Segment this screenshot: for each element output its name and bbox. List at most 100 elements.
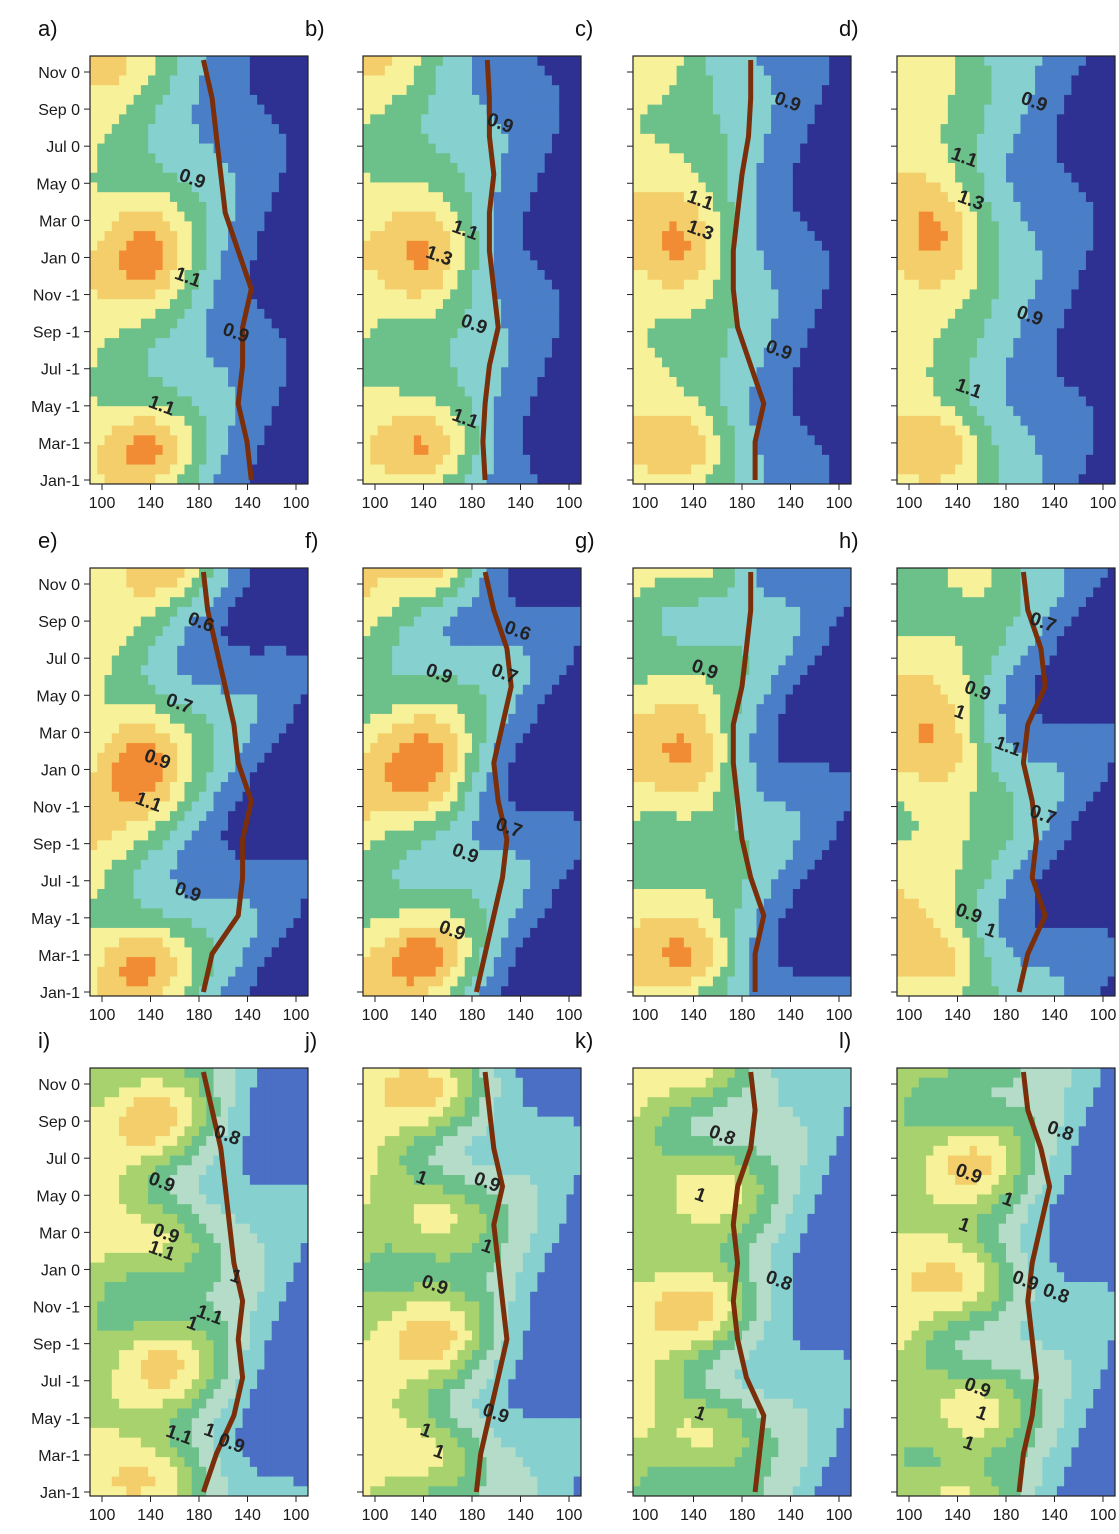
x-tick-label: 100: [362, 495, 389, 512]
panel-title: a): [38, 16, 58, 41]
x-tick-label: 100: [826, 495, 853, 512]
y-tick-label: Jul -1: [41, 1374, 80, 1391]
x-tick-label: 100: [556, 1007, 583, 1024]
x-tick-label: 140: [410, 1507, 437, 1524]
x-tick-label: 140: [507, 1507, 534, 1524]
x-tick-label: 140: [1041, 1507, 1068, 1524]
panel-title: f): [305, 528, 318, 553]
x-tick-label: 100: [283, 1007, 310, 1024]
y-tick-label: Nov 0: [38, 1077, 80, 1094]
x-tick-label: 100: [896, 495, 923, 512]
y-tick-label: May -1: [31, 1411, 80, 1428]
x-tick-label: 100: [89, 1507, 116, 1524]
y-tick-label: Sep 0: [38, 614, 80, 631]
x-tick-label: 140: [944, 1007, 971, 1024]
y-tick-label: Sep 0: [38, 102, 80, 119]
heatmap-cells: [90, 568, 308, 996]
boundary-line: [1016, 1071, 1053, 1493]
boundary-line: [730, 1071, 767, 1493]
x-tick-label: 140: [234, 1507, 261, 1524]
x-tick-label: 180: [459, 1007, 486, 1024]
panel-title: g): [575, 528, 595, 553]
x-tick-label: 100: [896, 1007, 923, 1024]
heatmap-cells: [363, 568, 581, 996]
y-tick-label: May 0: [36, 176, 80, 193]
x-tick-label: 180: [993, 1507, 1020, 1524]
panel-title: l): [839, 1028, 851, 1053]
y-tick-label: Nov -1: [33, 800, 80, 817]
x-tick-label: 100: [556, 1507, 583, 1524]
panel-i: i) Nov 0 Sep 0 Jul 0 May 0 Mar 0 Jan 0 Nov -1 Se…: [31, 1028, 309, 1524]
y-tick-label: May -1: [31, 911, 80, 928]
y-tick-label: Jan 0: [41, 762, 80, 779]
x-tick-label: 100: [632, 495, 659, 512]
y-tick-label: Mar 0: [39, 213, 80, 230]
y-tick-label: Jan-1: [40, 985, 80, 1002]
x-tick-label: 100: [826, 1007, 853, 1024]
x-tick-label: 140: [777, 495, 804, 512]
y-tick-label: Nov 0: [38, 577, 80, 594]
x-tick-label: 100: [632, 1507, 659, 1524]
x-tick-label: 140: [680, 495, 707, 512]
heatmap-cells: [363, 56, 581, 484]
y-tick-label: Jul 0: [46, 139, 80, 156]
x-tick-label: 180: [459, 495, 486, 512]
x-tick-label: 180: [459, 1507, 486, 1524]
y-tick-label: Jan 0: [41, 1262, 80, 1279]
y-tick-label: Jul 0: [46, 1151, 80, 1168]
panel-e: e) Nov 0 Sep 0 Jul 0 May 0 Mar 0 Jan 0 Nov -1 Se…: [31, 528, 309, 1024]
x-tick-label: 100: [632, 1007, 659, 1024]
heatmap-cells: [363, 1068, 581, 1496]
x-tick-label: 140: [944, 495, 971, 512]
y-tick-label: Nov -1: [33, 288, 80, 305]
x-tick-label: 100: [89, 1007, 116, 1024]
boundary-line: [480, 59, 501, 481]
x-tick-label: 100: [283, 1507, 310, 1524]
x-tick-label: 140: [507, 1007, 534, 1024]
y-tick-label: Jul 0: [46, 651, 80, 668]
panel-title: h): [839, 528, 859, 553]
boundary-line: [473, 571, 514, 993]
y-tick-label: Nov -1: [33, 1300, 80, 1317]
y-tick-label: Sep -1: [33, 837, 80, 854]
x-tick-label: 140: [137, 1507, 164, 1524]
y-tick-label: Jan-1: [40, 473, 80, 490]
boundary-line: [200, 59, 254, 481]
x-tick-label: 180: [729, 495, 756, 512]
heatmap-cells: [633, 568, 851, 996]
boundary-line: [200, 571, 254, 993]
y-tick-label: Mar 0: [39, 1225, 80, 1242]
panel-title: d): [839, 16, 859, 41]
panel-title: i): [38, 1028, 50, 1053]
y-tick-label: Mar-1: [38, 1448, 80, 1465]
panel-title: e): [38, 528, 58, 553]
x-tick-label: 140: [680, 1007, 707, 1024]
y-tick-label: May -1: [31, 399, 80, 416]
x-tick-label: 100: [362, 1507, 389, 1524]
x-tick-label: 140: [680, 1507, 707, 1524]
x-tick-label: 140: [137, 495, 164, 512]
x-tick-label: 100: [826, 1507, 853, 1524]
x-tick-label: 140: [234, 1007, 261, 1024]
x-tick-label: 140: [410, 1007, 437, 1024]
x-tick-label: 180: [729, 1007, 756, 1024]
x-tick-label: 100: [89, 495, 116, 512]
x-tick-label: 180: [729, 1507, 756, 1524]
x-tick-label: 140: [234, 495, 261, 512]
heatmap-cells: [633, 56, 851, 484]
x-tick-label: 100: [362, 1007, 389, 1024]
heatmap-cells: [897, 56, 1115, 484]
heatmap-cells: [90, 1068, 308, 1496]
x-tick-label: 140: [1041, 1007, 1068, 1024]
boundary-line: [730, 60, 767, 480]
y-tick-label: Jul -1: [41, 874, 80, 891]
y-tick-label: Mar 0: [39, 725, 80, 742]
boundary-line: [730, 572, 767, 992]
panel-title: k): [575, 1028, 593, 1053]
x-tick-label: 140: [1041, 495, 1068, 512]
y-tick-label: Mar-1: [38, 948, 80, 965]
heatmap-cells: [633, 1068, 851, 1496]
x-tick-label: 180: [186, 495, 213, 512]
